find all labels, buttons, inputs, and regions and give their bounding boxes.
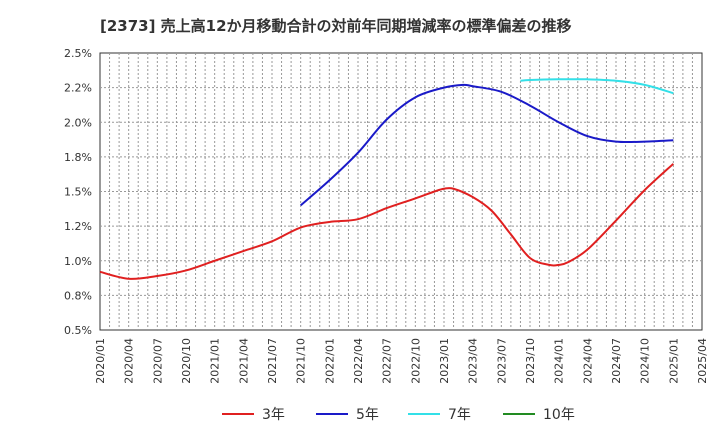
- x-tick-label: 2021/07: [266, 338, 279, 384]
- series-line-2: [520, 78, 674, 95]
- x-tick-label: 2021/01: [209, 338, 222, 384]
- x-tick-label: 2024/07: [610, 338, 623, 384]
- y-tick-label: 0.5%: [64, 324, 92, 337]
- legend-label-0: 3年: [262, 407, 285, 423]
- y-axis-ticks: 0.5% 0.8% 1.0% 1.2% 1.5% 1.8% 2.0% 2.2% 2.5%: [64, 47, 92, 337]
- x-tick-label: 2020/10: [180, 338, 193, 384]
- x-tick-label: 2021/04: [237, 338, 250, 384]
- x-tick-label: 2022/04: [352, 338, 365, 384]
- x-tick-label: 2023/01: [438, 338, 451, 384]
- y-tick-label: 1.5%: [64, 186, 92, 199]
- y-tick-label: 0.8%: [64, 289, 92, 302]
- x-tick-label: 2023/04: [467, 338, 480, 384]
- y-tick-label: 1.2%: [64, 220, 92, 233]
- series-line-1: [300, 83, 674, 207]
- series-line-0: [99, 163, 675, 280]
- x-tick-label: 2022/10: [409, 338, 422, 384]
- series-lines: [99, 78, 675, 280]
- x-tick-label: 2025/01: [667, 338, 680, 384]
- legend-label-3: 10年: [543, 407, 575, 423]
- y-tick-label: 2.2%: [64, 82, 92, 95]
- x-tick-label: 2022/01: [323, 338, 336, 384]
- x-tick-label: 2021/10: [295, 338, 308, 384]
- x-tick-label: 2023/10: [524, 338, 537, 384]
- x-tick-label: 2020/01: [94, 338, 107, 384]
- x-tick-label: 2024/01: [553, 338, 566, 384]
- legend-label-2: 7年: [448, 407, 471, 423]
- y-tick-label: 1.0%: [64, 255, 92, 268]
- y-tick-label: 2.0%: [64, 116, 92, 129]
- x-tick-label: 2025/04: [696, 338, 709, 384]
- y-tick-label: 2.5%: [64, 47, 92, 60]
- x-tick-label: 2020/07: [151, 338, 164, 384]
- x-tick-label: 2020/04: [123, 338, 136, 384]
- legend: 3年 5年 7年 10年: [222, 407, 575, 423]
- x-tick-label: 2023/07: [495, 338, 508, 384]
- x-axis-ticks: 2020/01 2020/04 2020/07 2020/10 2021/01 2021/…: [94, 338, 709, 384]
- x-tick-label: 2024/04: [581, 338, 594, 384]
- x-tick-label: 2024/10: [639, 338, 652, 384]
- x-tick-label: 2022/07: [381, 338, 394, 384]
- legend-label-1: 5年: [356, 407, 379, 423]
- grid: [100, 53, 702, 330]
- chart-title: [2373] 売上高12か月移動合計の対前年同期増減率の標準偏差の推移: [100, 17, 572, 35]
- y-tick-label: 1.8%: [64, 151, 92, 164]
